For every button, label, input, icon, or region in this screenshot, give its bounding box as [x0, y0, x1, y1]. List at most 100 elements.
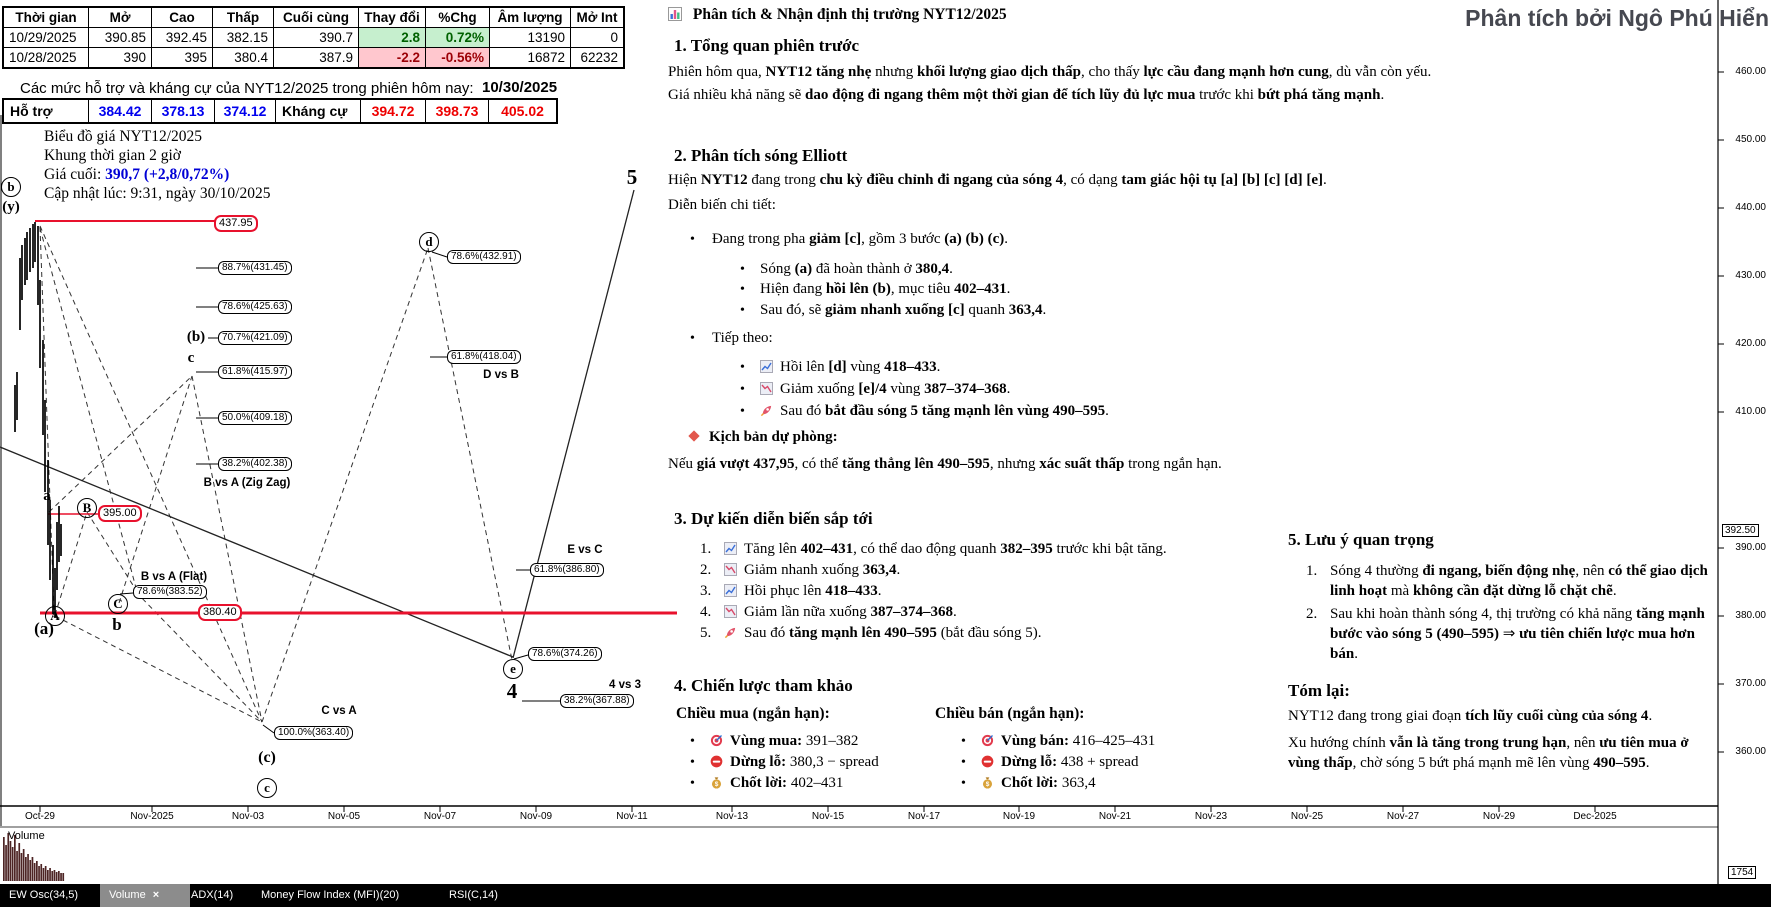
chart-up-icon [760, 360, 773, 378]
section-1-heading: 1. Tổng quan phiên trước [674, 36, 860, 55]
bullet-text: Sau đó bắt đầu sóng 5 tăng mạnh lên vùng… [780, 403, 1109, 419]
sr-caption: Các mức hỗ trợ và kháng cự của NYT12/202… [20, 80, 474, 97]
bullet-text: Chốt lời: 363,4 [1001, 775, 1096, 791]
col-header: %Chg [425, 6, 490, 28]
tab-mfi[interactable]: Money Flow Index (MFI)(20) [261, 889, 400, 901]
resistance-label: Kháng cự [275, 98, 361, 124]
cell-change: -2.2 [358, 47, 426, 69]
cell-open: 390.85 [88, 27, 152, 48]
price-axis-label: 430.00 [1735, 270, 1766, 281]
col-header: Mở Int [570, 6, 625, 28]
x-axis-label: Nov-25 [1290, 811, 1324, 822]
x-axis-label: Nov-11 [616, 811, 648, 822]
price-axis-label: 370.00 [1735, 678, 1766, 689]
projection-dashed-line [118, 375, 193, 604]
wave-label: C [108, 594, 128, 614]
volume-bar [27, 854, 29, 881]
item-number: 2. [1306, 606, 1318, 622]
numbered-item: 4. Giảm lần nữa xuống 387–374–368. [700, 604, 957, 623]
volume-bar [7, 833, 10, 881]
x-axis-label: Nov-03 [231, 811, 265, 822]
tab-ew-osc[interactable]: EW Osc(34,5) [9, 889, 79, 901]
bullet-item: $ Chốt lời: 402–431 [690, 775, 843, 794]
price-level-box: 395.00 [98, 505, 142, 522]
cell-open-interest: 62232 [570, 47, 625, 69]
cell-low: 380.4 [212, 47, 274, 69]
bullet-item: Sóng (a) đã hoàn thành ở 380,4. [740, 261, 953, 278]
analysis-title: Phân tích & Nhận định thị trường NYT12/2… [668, 6, 1007, 26]
fib-retracement-label: 88.7%(431.45) [218, 261, 292, 275]
cell-low: 382.15 [212, 27, 274, 48]
analysis-title-text: Phân tích & Nhận định thị trường NYT12/2… [692, 6, 1007, 23]
wave-label: B [77, 498, 97, 518]
bullet-text: Vùng bán: 416–425–431 [1001, 733, 1156, 749]
wave-label: (b) [186, 328, 206, 345]
paragraph: Hiện NYT12 đang trong chu kỳ điều chỉnh … [668, 172, 1327, 188]
price-level-box: 380.40 [198, 604, 242, 621]
tab-volume[interactable]: Volume × [100, 884, 190, 907]
volume-bar [18, 843, 21, 881]
section-5-heading: 5. Lưu ý quan trọng [1288, 530, 1434, 549]
wave-label: b [1, 177, 21, 197]
last-price-value: 390,7 (+2,8/0,72%) [105, 166, 230, 183]
ohlc-table: Thời gian Mở Cao Thấp Cuối cùng Thay đổi… [2, 6, 625, 69]
sell-column-heading: Chiều bán (ngắn hạn): [935, 705, 1085, 722]
price-axis-current-box: 392.50 [1722, 524, 1759, 537]
volume-bar [53, 870, 56, 881]
item-text: Sau đó tăng mạnh lên 490–595 (bắt đầu só… [744, 625, 1042, 641]
bullet-text: Sóng (a) đã hoàn thành ở 380,4. [760, 261, 953, 277]
tab-adx[interactable]: ADX(14) [191, 889, 234, 901]
numbered-item: 1. Sóng 4 thường đi ngang, biến động nhẹ,… [1306, 561, 1710, 601]
col-header: Âm lượng [489, 6, 571, 28]
cell-pct-change: -0.56% [425, 47, 490, 69]
volume-bar [11, 847, 14, 881]
x-axis-label: Nov-17 [907, 811, 941, 822]
support-value: 384.42 [88, 98, 152, 124]
cell-change: 2.8 [358, 27, 426, 48]
volume-bar [16, 851, 18, 881]
summary-heading: Tóm lại: [1288, 681, 1350, 700]
paragraph: NYT12 đang trong giai đoạn tích lũy cuối… [1288, 708, 1653, 724]
target-icon [981, 734, 994, 752]
money-bag-icon: $ [710, 776, 723, 794]
bullet-item: Sau đó bắt đầu sóng 5 tăng mạnh lên vùng… [740, 403, 1109, 422]
fib-retracement-label: 78.6%(432.91) [447, 250, 521, 264]
projection-dashed-line [39, 226, 55, 611]
svg-text:$: $ [986, 781, 990, 788]
bullet-item: Dừng lỗ: 438 + spread [961, 754, 1138, 773]
volume-bar [55, 872, 58, 881]
bullet-text: Vùng mua: 391–382 [730, 733, 859, 749]
table-row: 10/29/2025 390.85 392.45 382.15 390.7 2.… [2, 27, 625, 48]
volume-bar [38, 866, 40, 881]
buy-column-heading: Chiều mua (ngắn hạn): [676, 705, 830, 722]
bullet-item: Vùng mua: 391–382 [690, 733, 858, 752]
wave-label: c [257, 778, 277, 798]
x-axis-label: Nov-07 [423, 811, 457, 822]
fib-retracement-label: 78.6%(425.63) [218, 300, 292, 314]
item-text: Giảm nhanh xuống 363,4. [744, 562, 901, 578]
numbered-item: 3. Hồi phục lên 418–433. [700, 583, 881, 602]
wave-label: d [419, 232, 439, 252]
projection-dashed-line [48, 375, 193, 513]
volume-bar [33, 863, 36, 881]
x-axis-label: Nov-13 [715, 811, 749, 822]
analyst-credit: Phân tích bởi Ngô Phú Hiển [1465, 5, 1769, 31]
price-axis-label: 460.00 [1735, 66, 1766, 77]
wave-relation-label: B vs A (Zig Zag) [203, 477, 291, 489]
fib-retracement-label: 70.7%(421.09) [218, 331, 292, 345]
wave-label: b [112, 615, 122, 635]
x-axis-label: Nov-2025 [130, 811, 174, 822]
support-resistance-table: Hỗ trợ 384.42 378.13 374.12 Kháng cự 394… [2, 98, 558, 124]
tab-rsi[interactable]: RSI(C,14) [449, 889, 498, 901]
x-axis-label: Nov-19 [1002, 811, 1036, 822]
volume-bar [44, 866, 47, 881]
price-level-box: 437.95 [214, 215, 258, 232]
bullet-item: Sau đó, sẽ giảm nhanh xuống [c] quanh 36… [740, 302, 1046, 319]
projection-dashed-line [191, 375, 263, 723]
volume-bar [42, 868, 45, 881]
paragraph: Xu hướng chính vẫn là tăng trong trung h… [1288, 735, 1689, 771]
volume-bar [9, 841, 12, 881]
projection-dashed-line [261, 247, 429, 723]
close-icon[interactable]: × [152, 889, 160, 901]
